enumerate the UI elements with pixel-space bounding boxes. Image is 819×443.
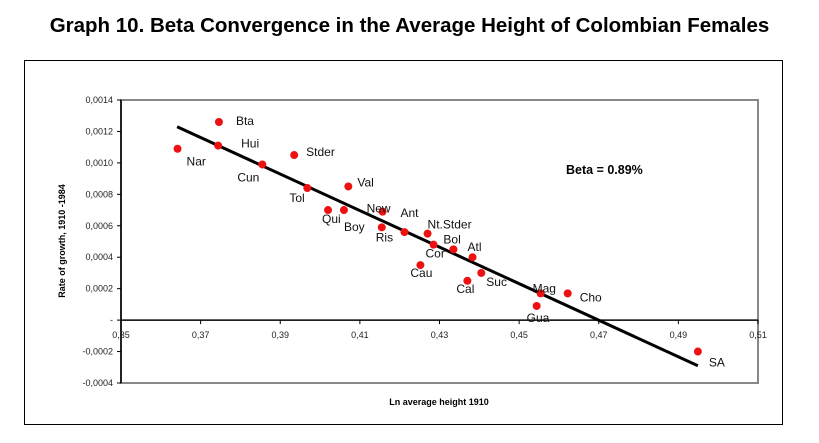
point-label: Gua bbox=[527, 311, 550, 325]
point-label: Val bbox=[357, 175, 373, 189]
data-point bbox=[214, 118, 223, 127]
y-tick-label: - bbox=[110, 315, 113, 325]
point-label: Ant bbox=[400, 206, 419, 220]
point-label: Mag bbox=[533, 281, 556, 295]
y-tick-label: 0,0012 bbox=[85, 126, 113, 136]
data-point bbox=[463, 276, 472, 285]
data-point bbox=[429, 240, 438, 249]
point-label: Cun bbox=[237, 170, 259, 184]
data-point bbox=[173, 144, 182, 153]
y-tick-label: 0,0008 bbox=[85, 189, 113, 199]
y-tick-label: 0,0006 bbox=[85, 221, 113, 231]
point-label: Cho bbox=[580, 290, 602, 304]
y-tick-label: -0,0004 bbox=[82, 378, 113, 388]
y-tick-label: -0,0002 bbox=[82, 347, 113, 357]
y-tick-label: 0,0010 bbox=[85, 158, 113, 168]
chart-frame bbox=[24, 60, 783, 425]
data-point bbox=[344, 182, 353, 191]
y-tick-label: 0,0014 bbox=[85, 95, 113, 105]
point-label: Stder bbox=[306, 145, 335, 159]
data-point bbox=[378, 207, 387, 216]
data-point bbox=[400, 228, 409, 237]
data-point bbox=[536, 289, 545, 298]
point-label: Suc bbox=[486, 275, 507, 289]
point-label: Bol bbox=[443, 232, 460, 246]
data-point bbox=[423, 229, 432, 238]
x-tick-label: 0,39 bbox=[271, 330, 289, 340]
point-label: Nt.Stder bbox=[428, 218, 472, 232]
x-tick-label: 0,35 bbox=[112, 330, 130, 340]
point-label: SA bbox=[709, 356, 725, 370]
data-point bbox=[693, 347, 702, 356]
x-tick-label: 0,43 bbox=[431, 330, 449, 340]
data-point bbox=[339, 206, 348, 215]
y-tick-label: 0,0004 bbox=[85, 252, 113, 262]
data-point bbox=[563, 289, 572, 298]
point-label: Tol bbox=[289, 191, 304, 205]
point-label: Bta bbox=[236, 114, 254, 128]
x-tick-label: 0,51 bbox=[749, 330, 767, 340]
y-axis-title: Rate of growth, 1910 -1984 bbox=[57, 184, 67, 298]
data-point bbox=[532, 301, 541, 310]
point-label: New bbox=[367, 202, 391, 216]
data-point bbox=[290, 151, 299, 160]
point-label: Qui bbox=[322, 212, 341, 226]
point-label: Ris bbox=[376, 230, 393, 244]
data-point bbox=[303, 184, 312, 193]
x-tick-label: 0,47 bbox=[590, 330, 608, 340]
data-point bbox=[258, 160, 267, 169]
point-label: Hui bbox=[241, 137, 259, 151]
x-axis-title: Ln average height 1910 bbox=[389, 397, 489, 407]
y-tick-label: 0,0002 bbox=[85, 284, 113, 294]
data-point bbox=[377, 223, 386, 232]
point-label: Cor bbox=[426, 247, 445, 261]
data-point bbox=[468, 253, 477, 262]
beta-annotation: Beta = 0.89% bbox=[566, 163, 643, 177]
data-point bbox=[449, 245, 458, 254]
chart-title: Graph 10. Beta Convergence in the Averag… bbox=[49, 14, 770, 37]
point-label: Cau bbox=[410, 266, 432, 280]
data-point bbox=[416, 261, 425, 270]
point-label: Nar bbox=[187, 155, 206, 169]
data-point bbox=[214, 141, 223, 150]
point-label: Cal bbox=[456, 282, 474, 296]
x-tick-label: 0,41 bbox=[351, 330, 369, 340]
x-tick-label: 0,45 bbox=[510, 330, 528, 340]
data-point bbox=[324, 206, 333, 215]
x-tick-label: 0,49 bbox=[670, 330, 688, 340]
x-tick-label: 0,37 bbox=[192, 330, 210, 340]
point-label: Atl bbox=[468, 240, 482, 254]
point-label: Boy bbox=[344, 220, 365, 234]
data-point bbox=[477, 268, 486, 277]
